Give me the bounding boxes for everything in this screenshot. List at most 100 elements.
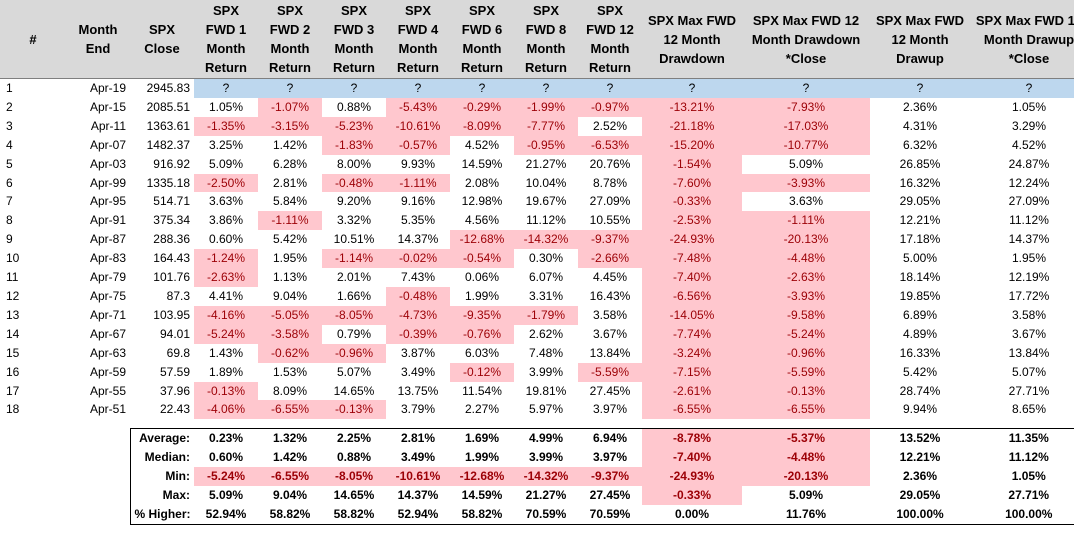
column-header: SPX Max FWD 12 Month Drawup: [870, 0, 970, 79]
table-cell: 12.21%: [899, 213, 941, 228]
table-row: 1 Apr-19 2945.83???????????: [0, 78, 1074, 98]
table-cell: 6.32%: [902, 137, 938, 152]
summary-value: 9.04%: [272, 488, 308, 503]
table-cell: -10.77%: [742, 135, 870, 155]
table-row: 11 Apr-79 101.76 -2.63% 1.13% 2.01% 7.43% 0.06%…: [0, 268, 1074, 287]
summary-value: 58.82%: [258, 504, 322, 525]
table-cell: -2.61%: [642, 381, 742, 401]
table-cell: 1.95%: [1011, 251, 1047, 266]
table-cell: 11.12%: [1009, 213, 1049, 228]
summary-row: Max: 5.09% 9.04% 14.65% 14.37% 14.59% 21.27% 27…: [0, 486, 1074, 505]
table-cell: 3.99%: [528, 364, 564, 379]
table-cell: Apr-99: [89, 175, 126, 190]
table-cell: -1.99%: [514, 97, 578, 117]
table-cell: 1.43%: [208, 345, 244, 360]
table-row: 4 Apr-07 1482.37 3.25% 1.42% -1.83% -0.57% 4.52…: [0, 135, 1074, 155]
table-cell: 28.74%: [899, 383, 941, 398]
table-cell: 94.01: [159, 326, 190, 341]
table-cell: 27.09%: [589, 194, 631, 209]
table-cell: ?: [514, 78, 578, 98]
summary-value: 27.45%: [589, 488, 631, 503]
table-cell: -10.61%: [386, 116, 450, 136]
table-cell: 7: [6, 194, 13, 209]
table-cell: 17.72%: [1008, 288, 1050, 303]
table-cell: -1.83%: [322, 135, 386, 155]
table-cell: -9.35%: [450, 305, 514, 325]
summary-value: -5.37%: [742, 428, 870, 449]
table-cell: 13.84%: [1008, 345, 1050, 360]
summary-value: 6.94%: [578, 428, 642, 449]
table-cell: -5.43%: [386, 97, 450, 117]
table-cell: -5.24%: [742, 324, 870, 344]
table-cell: 2.08%: [464, 175, 500, 190]
table-cell: 12: [6, 288, 20, 303]
table-cell: 9.04%: [272, 288, 308, 303]
table-cell: 9.94%: [902, 402, 938, 417]
table-cell: 19.85%: [899, 288, 941, 303]
summary-value: 58.82%: [322, 504, 386, 525]
table-cell: Apr-19: [89, 81, 126, 95]
column-header: Month End: [66, 0, 130, 79]
column-header: SPX FWD 6 Month Return: [450, 0, 514, 79]
summary-value: 70.59%: [578, 504, 642, 525]
table-cell: Apr-51: [89, 402, 126, 417]
summary-value: 14.65%: [333, 488, 375, 503]
summary-value: 13.52%: [870, 428, 970, 449]
table-cell: 9: [6, 232, 13, 247]
table-cell: 1.99%: [464, 288, 500, 303]
table-cell: 1363.61: [146, 118, 190, 133]
summary-value: 21.27%: [525, 488, 567, 503]
table-cell: 8.00%: [336, 156, 372, 171]
table-cell: -0.02%: [386, 249, 450, 269]
table-cell: 3.31%: [528, 288, 564, 303]
summary-value: -9.37%: [578, 467, 642, 487]
summary-value: -5.24%: [194, 467, 258, 487]
table-cell: ?: [194, 78, 258, 98]
table-cell: 0.06%: [464, 270, 500, 285]
column-header: SPX FWD 4 Month Return: [386, 0, 450, 79]
column-header: SPX Max FWD 12 Month Drawdown *Close: [742, 0, 870, 79]
table-cell: 3.86%: [208, 213, 244, 228]
table-cell: 6.28%: [272, 156, 308, 171]
table-cell: -2.63%: [194, 268, 258, 287]
table-cell: -7.15%: [642, 362, 742, 382]
summary-value: -8.05%: [322, 467, 386, 487]
table-cell: -0.62%: [258, 343, 322, 363]
table-cell: 3.29%: [1011, 118, 1047, 133]
table-cell: 8.78%: [592, 175, 628, 190]
table-cell: -0.13%: [322, 400, 386, 420]
summary-value: 70.59%: [514, 504, 578, 525]
table-cell: ?: [578, 78, 642, 98]
table-cell: 5: [6, 156, 13, 171]
table-cell: -7.40%: [642, 268, 742, 287]
table-cell: 37.96: [159, 383, 190, 398]
table-cell: 11.12%: [526, 213, 566, 228]
table-cell: -5.59%: [742, 362, 870, 382]
table-cell: ?: [386, 78, 450, 98]
table-cell: -9.58%: [742, 305, 870, 325]
table-cell: -6.53%: [578, 135, 642, 155]
summary-value: 27.71%: [970, 486, 1074, 505]
table-cell: -2.63%: [742, 268, 870, 287]
table-cell: 14.37%: [397, 232, 439, 247]
table-cell: -1.54%: [642, 154, 742, 174]
column-header: SPX FWD 12 Month Return: [578, 0, 642, 79]
column-header: SPX Max FWD 12 Month Drawdown: [642, 0, 742, 79]
table-cell: 0.79%: [336, 326, 372, 341]
table-cell: 24.87%: [1008, 156, 1050, 171]
table-row: 17 Apr-55 37.96 -0.13% 8.09% 14.65% 13.75% 11.5…: [0, 381, 1074, 401]
table-cell: 12.98%: [461, 194, 503, 209]
table-cell: 4.52%: [1011, 137, 1047, 152]
table-cell: Apr-71: [89, 307, 126, 322]
table-cell: -3.93%: [742, 173, 870, 193]
table-cell: -0.97%: [578, 97, 642, 117]
table-cell: 0.60%: [208, 232, 244, 247]
table-cell: 1.66%: [336, 288, 372, 303]
table-row: 8 Apr-91 375.34 3.86% -1.11% 3.32% 5.35% 4.56% 1…: [0, 211, 1074, 231]
table-cell: 3.49%: [400, 364, 436, 379]
summary-value: -20.13%: [742, 467, 870, 487]
table-cell: 1.13%: [272, 270, 308, 285]
table-cell: Apr-59: [89, 364, 126, 379]
table-cell: 10.04%: [525, 175, 567, 190]
table-cell: ?: [322, 78, 386, 98]
